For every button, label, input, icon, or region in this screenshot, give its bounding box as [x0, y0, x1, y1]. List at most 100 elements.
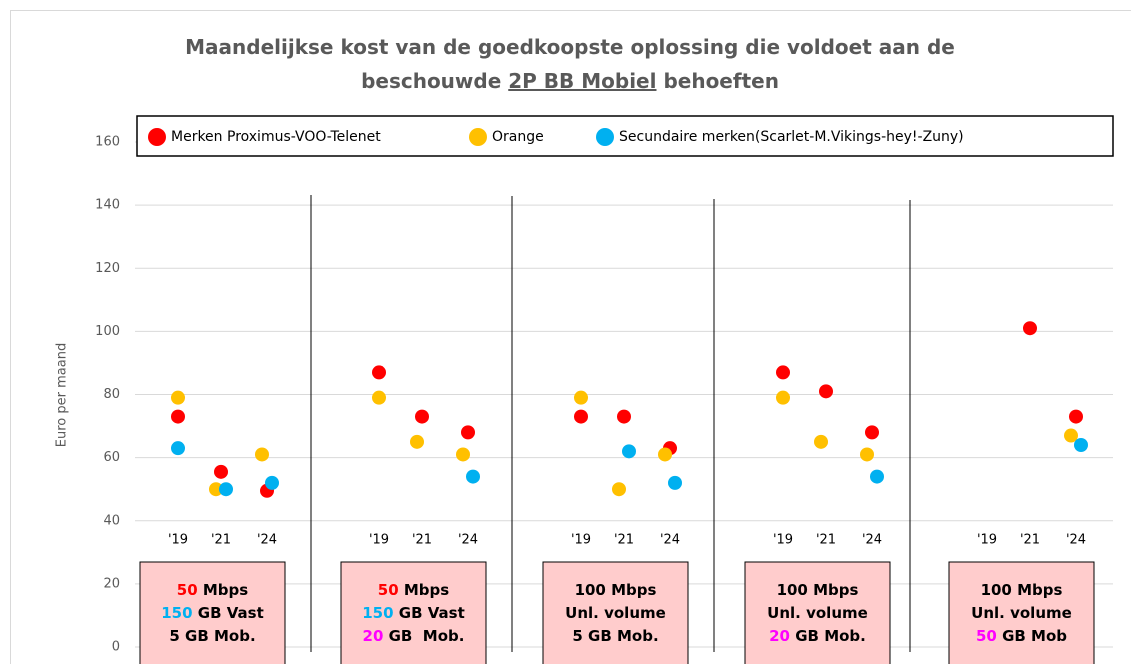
x-tick-label: '21 [614, 533, 634, 548]
spec-line: 100 Mbps [777, 581, 859, 599]
chart-title-segment: Maandelijkse kost van de goedkoopste opl… [185, 35, 955, 59]
y-tick-label: 60 [103, 450, 120, 465]
spec-box [340, 561, 487, 664]
y-tick-label: 100 [95, 324, 120, 339]
spec-box [948, 561, 1095, 664]
spec-box [542, 561, 689, 664]
y-tick-label: 0 [112, 640, 120, 655]
legend-marker [596, 128, 614, 146]
data-point [776, 390, 790, 405]
spec-line-segment: Mbps [399, 581, 450, 599]
spec-line-segment: GB Mob. [383, 627, 464, 645]
spec-line-segment: GB Vast [394, 604, 465, 622]
y-axis-label: Euro per maand [55, 343, 70, 447]
spec-line: 50 Mbps [177, 581, 248, 599]
data-point [1074, 438, 1088, 452]
x-tick-label: '24 [1066, 533, 1086, 548]
x-tick-label: '24 [660, 533, 680, 548]
spec-line: 100 Mbps [575, 581, 657, 599]
spec-line-segment: GB Vast [193, 604, 264, 622]
data-point [255, 447, 269, 462]
x-tick-label: '21 [1020, 533, 1040, 548]
y-tick-label: 120 [95, 261, 120, 276]
spec-line-segment: 5 GB Mob. [169, 627, 255, 645]
data-point [415, 409, 429, 424]
spec-line: 150 GB Vast [161, 604, 264, 622]
data-point [171, 441, 185, 456]
legend-label: Orange [492, 129, 544, 145]
data-point [819, 384, 833, 399]
x-tick-label: '19 [773, 533, 793, 548]
spec-box [139, 561, 286, 664]
legend-label: Merken Proximus-VOO-Telenet [171, 129, 381, 145]
x-tick-label: '24 [257, 533, 277, 548]
legend-label: Secundaire merken(Scarlet-M.Vikings-hey!… [619, 129, 964, 145]
spec-line-segment: 100 Mbps [575, 581, 657, 599]
data-point [865, 425, 879, 440]
x-tick-label: '19 [977, 533, 997, 548]
spec-line-segment: 150 [161, 604, 192, 622]
x-tick-label: '21 [816, 533, 836, 548]
spec-line-segment: 20 [769, 627, 790, 645]
spec-line-segment: 5 GB Mob. [572, 627, 658, 645]
data-point [612, 482, 626, 497]
spec-line: Unl. volume [971, 604, 1072, 622]
spec-line-segment: Unl. volume [767, 604, 868, 622]
y-tick-label: 80 [103, 387, 120, 402]
data-point [209, 482, 223, 497]
data-point [617, 409, 631, 424]
spec-line: 20 GB Mob. [769, 627, 866, 645]
chart-title: beschouwde 2P BB Mobiel behoeften [361, 69, 779, 93]
data-point [574, 409, 588, 424]
legend-box [136, 115, 1114, 157]
spec-line-segment: 50 [378, 581, 399, 599]
data-point [372, 365, 386, 380]
data-point [1069, 409, 1083, 424]
spec-line-segment: GB Mob [997, 627, 1067, 645]
data-point [214, 464, 228, 479]
spec-line-segment: 100 Mbps [777, 581, 859, 599]
chart-title-segment: beschouwde [361, 69, 508, 93]
chart-title-segment: 2P BB Mobiel [508, 69, 656, 93]
data-point [668, 475, 682, 490]
spec-line-segment: Unl. volume [971, 604, 1072, 622]
data-point [372, 390, 386, 405]
x-tick-label: '19 [168, 533, 188, 548]
x-tick-label: '24 [458, 533, 478, 548]
data-point [860, 447, 874, 462]
spec-line: 50 Mbps [378, 581, 449, 599]
spec-line: 100 Mbps [981, 581, 1063, 599]
spec-line: 20 GB Mob. [363, 627, 465, 645]
spec-line-segment: 150 [362, 604, 393, 622]
data-point [461, 425, 475, 440]
data-point [171, 409, 185, 424]
data-point [171, 390, 185, 405]
spec-line-segment: Unl. volume [565, 604, 666, 622]
spec-line-segment: Mbps [198, 581, 249, 599]
data-point [870, 469, 884, 484]
spec-line-segment: 100 Mbps [981, 581, 1063, 599]
spec-line: Unl. volume [565, 604, 666, 622]
data-point [456, 447, 470, 462]
data-point [265, 475, 279, 490]
data-point [410, 434, 424, 449]
x-tick-label: '24 [862, 533, 882, 548]
data-point [1064, 428, 1078, 443]
spec-line-segment: 50 [177, 581, 198, 599]
y-tick-label: 40 [103, 513, 120, 528]
y-tick-label: 160 [95, 135, 120, 150]
data-point [574, 390, 588, 405]
legend-marker [148, 128, 166, 146]
x-tick-label: '21 [211, 533, 231, 548]
x-tick-label: '19 [369, 533, 389, 548]
spec-line: 150 GB Vast [362, 604, 465, 622]
spec-line-segment: GB Mob. [790, 627, 866, 645]
data-point [622, 444, 636, 459]
spec-line-segment: 20 [363, 627, 384, 645]
y-tick-label: 20 [103, 576, 120, 591]
spec-line: Unl. volume [767, 604, 868, 622]
x-tick-label: '19 [571, 533, 591, 548]
legend-marker [469, 128, 487, 146]
